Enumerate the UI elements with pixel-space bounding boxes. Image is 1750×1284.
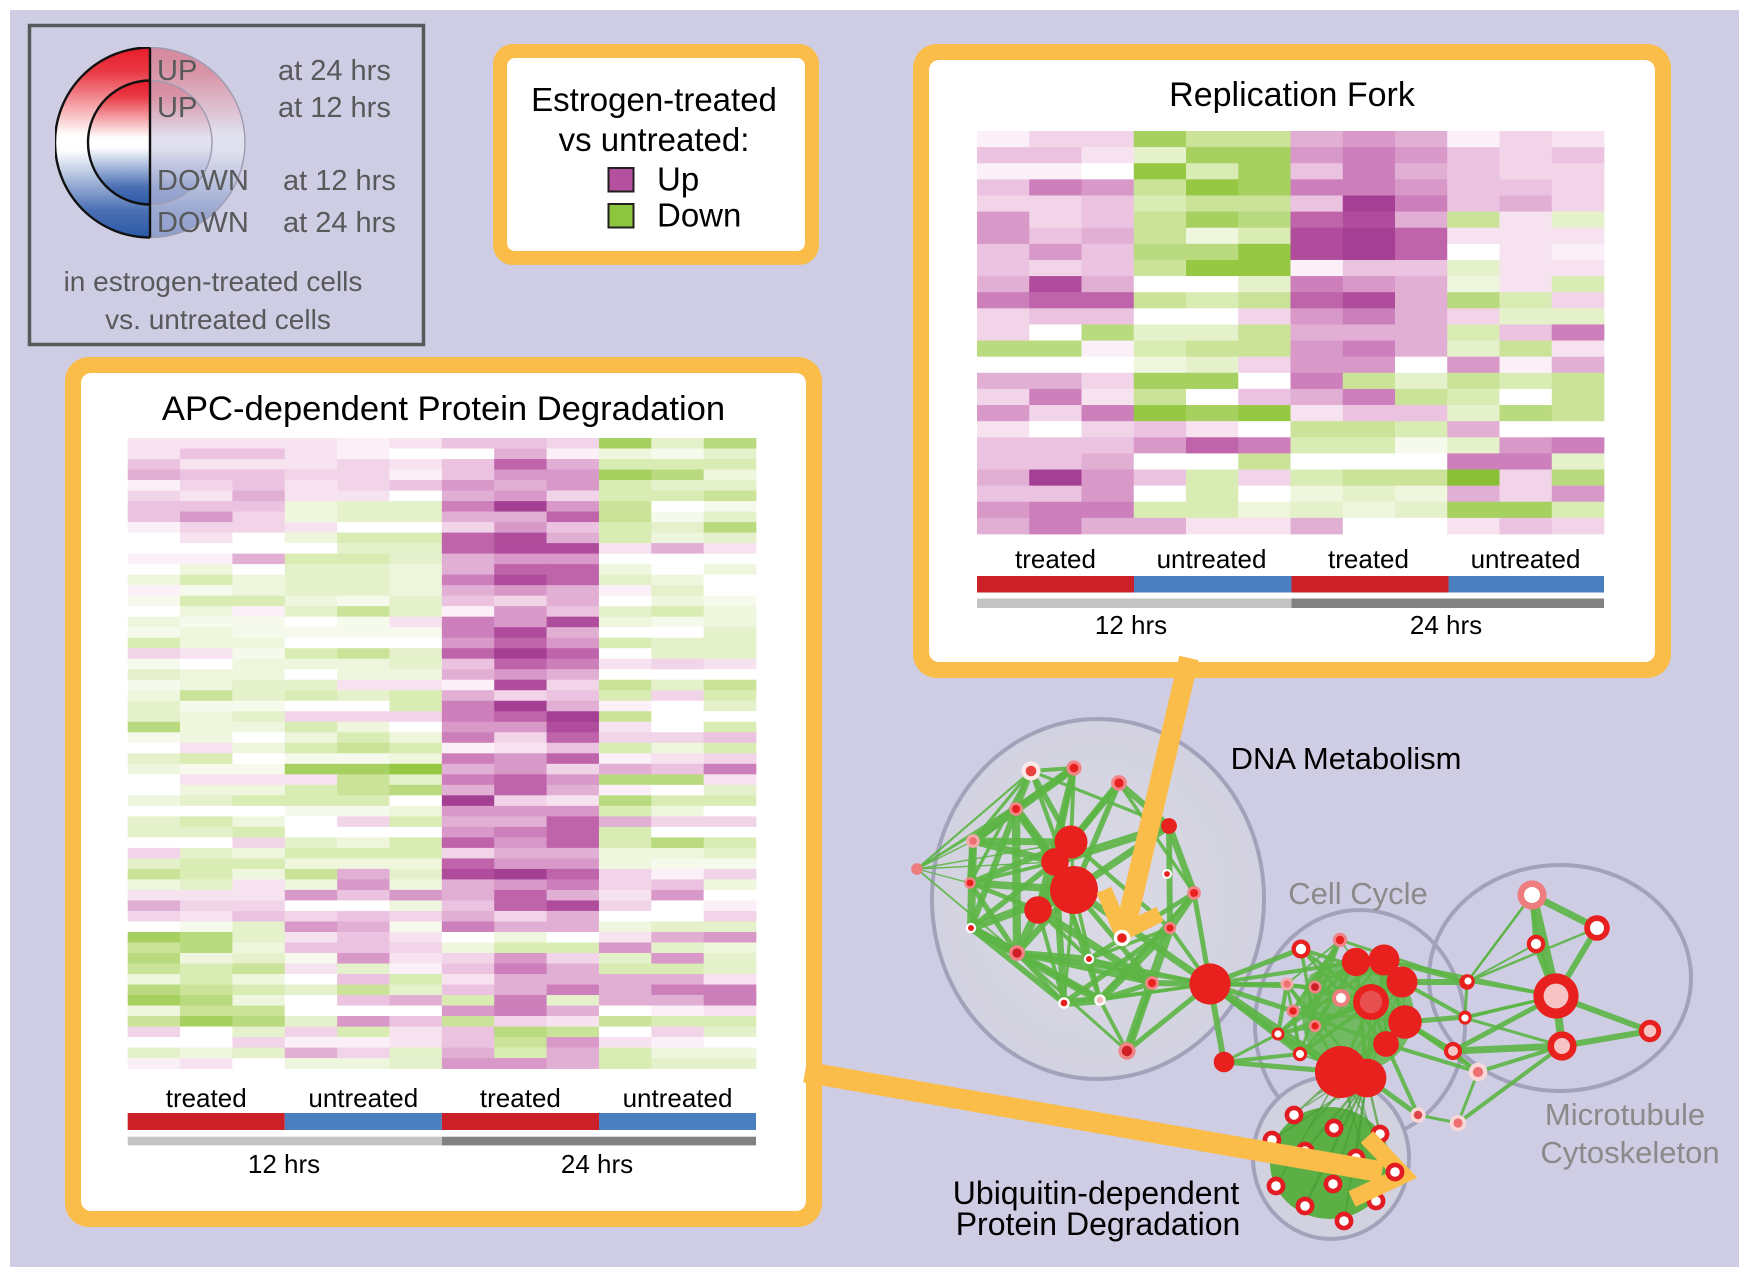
svg-text:untreated: untreated: [308, 1083, 418, 1113]
svg-text:treated: treated: [480, 1083, 561, 1113]
svg-text:Estrogen-treated: Estrogen-treated: [531, 81, 777, 118]
svg-text:vs. untreated cells: vs. untreated cells: [105, 304, 331, 335]
svg-text:24 hrs: 24 hrs: [561, 1149, 633, 1179]
svg-text:24 hrs: 24 hrs: [1410, 610, 1482, 640]
svg-text:12 hrs: 12 hrs: [248, 1149, 320, 1179]
svg-text:Ubiquitin-dependent: Ubiquitin-dependent: [953, 1175, 1240, 1211]
svg-text:at 12 hrs: at 12 hrs: [278, 92, 391, 124]
svg-text:Cell Cycle: Cell Cycle: [1288, 876, 1428, 911]
svg-text:Cytoskeleton: Cytoskeleton: [1540, 1135, 1719, 1170]
svg-text:at 24 hrs: at 24 hrs: [283, 207, 396, 239]
svg-text:at 24 hrs: at 24 hrs: [278, 55, 391, 87]
svg-text:vs untreated:: vs untreated:: [559, 121, 750, 158]
svg-text:UP: UP: [157, 92, 197, 124]
svg-text:UP: UP: [157, 55, 197, 87]
svg-text:treated: treated: [1328, 544, 1409, 574]
svg-text:Replication Fork: Replication Fork: [1169, 76, 1416, 114]
svg-text:DNA Metabolism: DNA Metabolism: [1231, 741, 1462, 776]
svg-text:APC-dependent Protein Degradat: APC-dependent Protein Degradation: [162, 390, 725, 428]
svg-text:Protein Degradation: Protein Degradation: [956, 1206, 1241, 1242]
svg-text:at 12 hrs: at 12 hrs: [283, 165, 396, 197]
svg-text:treated: treated: [166, 1083, 247, 1113]
svg-text:in estrogen-treated cells: in estrogen-treated cells: [64, 266, 363, 297]
svg-text:untreated: untreated: [1157, 544, 1267, 574]
svg-text:DOWN: DOWN: [157, 207, 249, 239]
svg-text:DOWN: DOWN: [157, 165, 249, 197]
svg-text:untreated: untreated: [1471, 544, 1581, 574]
svg-text:Microtubule: Microtubule: [1545, 1097, 1705, 1132]
svg-text:Down: Down: [657, 197, 741, 234]
svg-text:Up: Up: [657, 161, 699, 198]
svg-text:12 hrs: 12 hrs: [1095, 610, 1167, 640]
svg-text:treated: treated: [1015, 544, 1096, 574]
svg-text:untreated: untreated: [623, 1083, 733, 1113]
